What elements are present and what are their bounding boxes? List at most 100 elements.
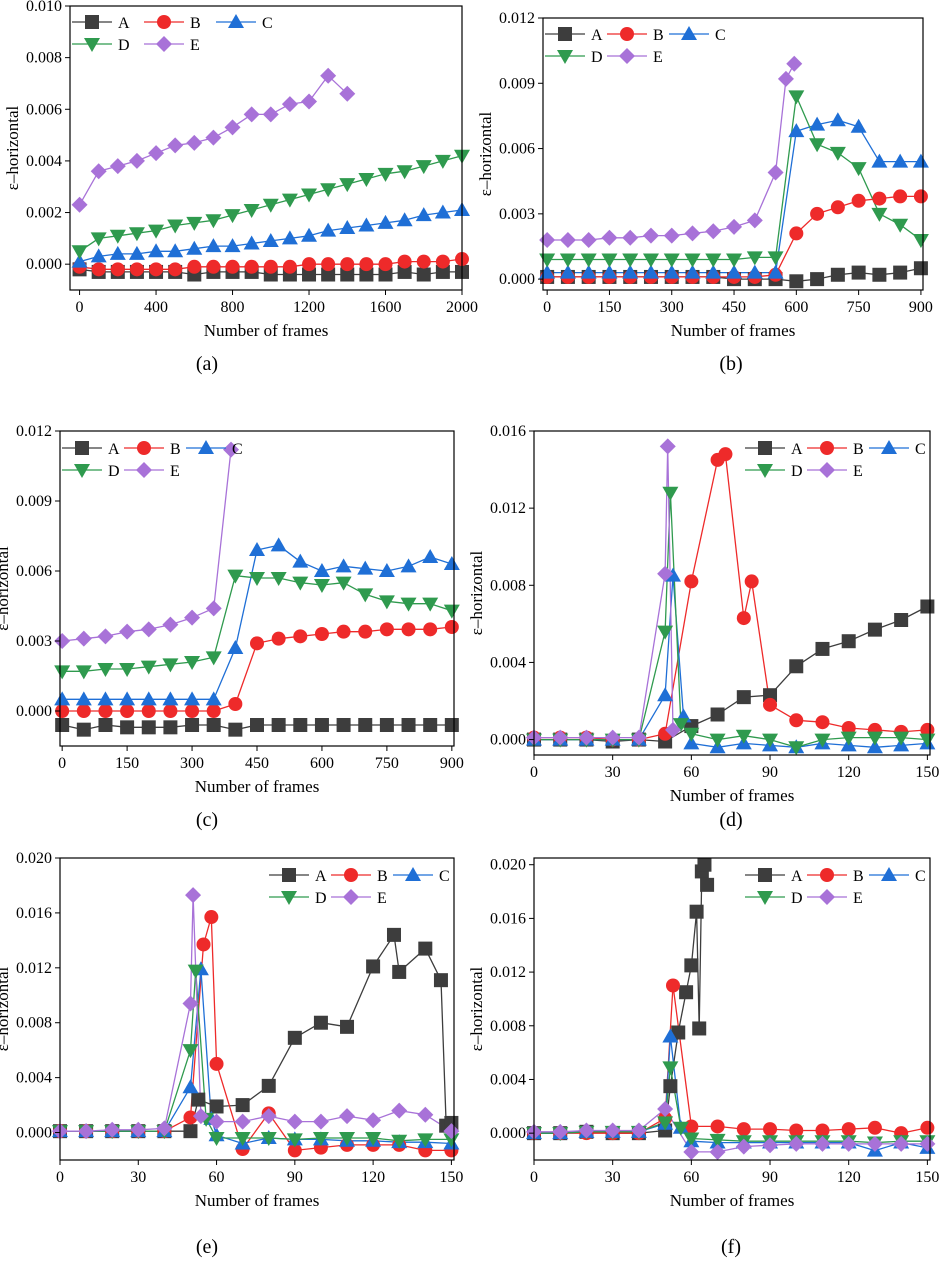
data-point-a [810,272,825,287]
data-point-a [401,718,416,732]
legend-label-b: B [853,441,864,458]
data-point-d [208,1132,225,1147]
data-point-e [664,721,681,738]
data-point-d [705,253,722,268]
data-point-a [894,613,909,627]
data-point-b [302,257,317,272]
data-point-e [205,129,222,146]
legend-marker-e [156,36,172,52]
data-point-d [657,625,674,640]
legend-label-b: B [170,441,181,458]
data-point-d [809,138,826,153]
data-point-b [141,704,156,718]
legend-marker-a [85,15,99,29]
data-point-e [320,67,337,84]
data-point-e [97,628,114,645]
x-tick-label: 400 [144,299,168,316]
legend-label-c: C [915,868,926,885]
x-tick-label: 1200 [293,299,325,316]
data-point-b [684,574,699,589]
data-point-b [168,262,183,277]
data-point-b [340,257,355,272]
data-point-b [736,1122,751,1137]
series-line-d [60,969,452,1142]
data-point-e [539,231,556,248]
data-point-b [815,1123,830,1138]
data-point-e [767,164,784,181]
y-tick-label: 0.012 [16,960,52,977]
data-point-d [684,253,701,268]
legend-marker-a [282,868,296,882]
data-point-c [71,253,88,268]
data-point-b [851,193,866,208]
data-point-d [391,1134,408,1149]
panel-caption: (b) [719,353,742,375]
data-point-a [418,941,433,956]
data-point-d [726,253,743,268]
data-point-c [128,245,145,260]
data-point-d [260,1132,277,1147]
x-tick-label: 900 [440,755,464,772]
data-point-c [182,1079,199,1094]
data-point-b [183,1110,198,1125]
x-tick-label: 900 [909,299,933,316]
legend: A B C D E [745,440,926,480]
data-point-e [78,1123,95,1140]
data-point-e [140,621,157,638]
legend-marker-c [881,440,897,454]
x-tick-label: 150 [439,1169,463,1186]
data-point-b [225,259,240,274]
legend: A B C D E [72,14,273,54]
legend-label-b: B [853,868,864,885]
data-point-c [243,235,260,250]
data-point-e [286,1113,303,1130]
legend-label-c: C [715,27,726,44]
y-axis-label: ε–horizontal [0,546,12,631]
data-point-c [642,264,659,279]
data-point-c [434,204,451,219]
data-point-a [321,267,336,282]
data-point-d [892,218,909,233]
data-point-a [261,1078,276,1093]
y-tick-label: 0.006 [26,101,62,118]
plot-frame [533,857,931,1161]
data-point-e [223,441,240,458]
data-point-d [683,727,700,742]
x-axis-label: Number of frames [195,777,320,796]
data-point-b [867,1120,882,1135]
legend-marker-c [881,867,897,881]
y-tick-label: 0.003 [16,633,52,650]
legend-label-c: C [439,868,450,885]
legend-label-e: E [377,890,387,907]
plot-frame [69,5,463,291]
data-point-a [435,264,450,279]
data-point-a [141,720,156,735]
legend-marker-b [137,441,151,455]
data-point-b [710,1119,725,1134]
data-point-e [128,152,145,169]
x-tick-label: 600 [784,299,808,316]
data-point-c [415,207,432,222]
data-point-d [762,733,779,748]
data-point-c [249,542,265,556]
data-point-c [148,243,165,258]
data-point-b [893,189,908,204]
y-tick-label: 0.004 [490,1071,526,1088]
data-point-b [209,1056,224,1071]
data-point-c [683,735,700,750]
data-point-b [789,713,804,728]
data-point-d [313,579,330,593]
x-axis-label: Number of frames [670,1191,795,1210]
series-line-d [534,492,928,748]
data-point-d [767,251,784,266]
data-point-c [559,264,576,279]
y-tick-label: 0.016 [16,905,52,922]
x-axis-label: Number of frames [195,1191,320,1210]
y-tick-label: 0.016 [490,423,526,440]
y-axis-label: ε–horizontal [0,966,12,1051]
y-tick-label: 0.000 [499,271,535,288]
data-point-e [54,633,71,649]
data-point-c [622,264,639,279]
data-point-d [683,1132,700,1147]
data-point-e [580,231,597,248]
